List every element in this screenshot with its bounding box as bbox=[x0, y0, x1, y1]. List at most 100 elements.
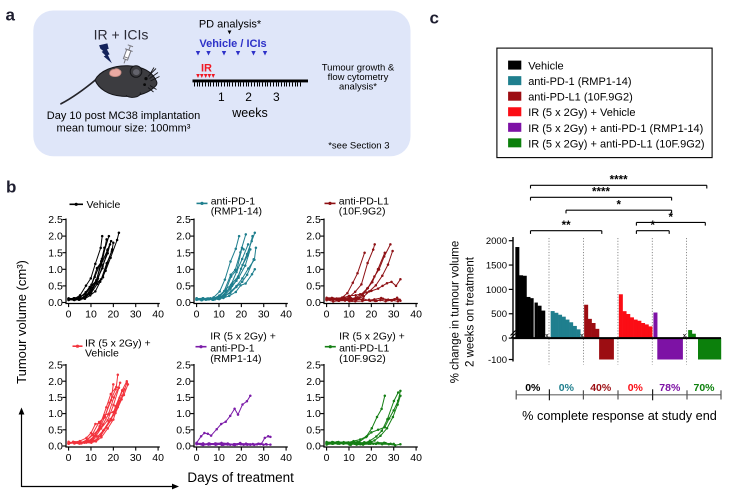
svg-text:1500: 1500 bbox=[486, 260, 507, 271]
svg-text:40: 40 bbox=[280, 452, 292, 464]
svg-text:0.0: 0.0 bbox=[176, 297, 191, 309]
svg-text:IR (5 x 2Gy) +: IR (5 x 2Gy) + bbox=[210, 331, 276, 343]
svg-text:10: 10 bbox=[343, 309, 355, 321]
svg-text:0.5: 0.5 bbox=[176, 281, 191, 293]
svg-text:40: 40 bbox=[280, 309, 292, 321]
svg-text:*: * bbox=[651, 220, 656, 232]
svg-text:2.0: 2.0 bbox=[48, 231, 63, 243]
svg-text:10: 10 bbox=[213, 309, 225, 321]
svg-text:2.0: 2.0 bbox=[176, 231, 191, 243]
svg-text:10: 10 bbox=[213, 452, 225, 464]
svg-text:-100: -100 bbox=[488, 355, 507, 366]
svg-text:0%: 0% bbox=[628, 382, 644, 394]
svg-text:0: 0 bbox=[194, 452, 200, 464]
svg-text:anti-PD-1 (RMP1-14): anti-PD-1 (RMP1-14) bbox=[528, 76, 631, 88]
svg-text:0%: 0% bbox=[559, 382, 575, 394]
svg-text:30: 30 bbox=[130, 309, 142, 321]
svg-text:20: 20 bbox=[107, 309, 119, 321]
svg-text:c: c bbox=[430, 9, 439, 28]
svg-text:Vehicle: Vehicle bbox=[87, 199, 121, 211]
svg-text:1.5: 1.5 bbox=[48, 247, 63, 259]
svg-text:2.5: 2.5 bbox=[176, 360, 191, 372]
svg-text:2.0: 2.0 bbox=[176, 376, 191, 388]
svg-text:40: 40 bbox=[410, 452, 422, 464]
svg-text:30: 30 bbox=[388, 309, 400, 321]
svg-text:x: x bbox=[580, 333, 584, 339]
svg-text:2.5: 2.5 bbox=[48, 360, 63, 372]
svg-text:% complete response at study e: % complete response at study end bbox=[522, 409, 717, 423]
svg-text:*: * bbox=[669, 212, 674, 224]
svg-text:anti-PD-1: anti-PD-1 bbox=[211, 195, 256, 207]
svg-text:anti-PD-L1: anti-PD-L1 bbox=[339, 342, 389, 354]
svg-text:3: 3 bbox=[273, 90, 280, 104]
svg-text:20: 20 bbox=[366, 452, 378, 464]
svg-text:0: 0 bbox=[324, 309, 330, 321]
svg-text:IR (5 x 2Gy) + Vehicle: IR (5 x 2Gy) + Vehicle bbox=[528, 107, 635, 119]
svg-text:2.5: 2.5 bbox=[48, 214, 63, 226]
svg-text:****: **** bbox=[610, 175, 628, 187]
svg-text:anti-PD-L1 (10F.9G2): anti-PD-L1 (10F.9G2) bbox=[528, 92, 633, 104]
svg-text:(10F.9G2): (10F.9G2) bbox=[339, 205, 386, 217]
svg-text:Vehicle: Vehicle bbox=[85, 348, 119, 360]
svg-text:2.0: 2.0 bbox=[48, 376, 63, 388]
svg-text:IR: IR bbox=[201, 63, 212, 75]
svg-text:weeks: weeks bbox=[231, 106, 267, 120]
svg-text:1.0: 1.0 bbox=[48, 408, 63, 420]
svg-text:Tumour volume (cm³): Tumour volume (cm³) bbox=[14, 260, 29, 384]
svg-text:2: 2 bbox=[245, 90, 252, 104]
svg-text:*see Section 3: *see Section 3 bbox=[328, 140, 389, 151]
svg-text:10: 10 bbox=[343, 452, 355, 464]
svg-text:(RMP1-14): (RMP1-14) bbox=[210, 353, 261, 365]
svg-text:40%: 40% bbox=[590, 382, 612, 394]
svg-text:0.5: 0.5 bbox=[306, 281, 321, 293]
svg-text:anti-PD-L1: anti-PD-L1 bbox=[339, 195, 389, 207]
svg-text:40: 40 bbox=[152, 452, 164, 464]
svg-text:78%: 78% bbox=[659, 382, 681, 394]
svg-text:20: 20 bbox=[107, 452, 119, 464]
svg-text:Tumour growth &: Tumour growth & bbox=[322, 63, 395, 74]
svg-text:% change in tumour volume: % change in tumour volume bbox=[450, 241, 462, 384]
svg-text:20: 20 bbox=[366, 309, 378, 321]
svg-text:0: 0 bbox=[502, 334, 507, 345]
svg-text:*: * bbox=[617, 200, 622, 212]
svg-text:0: 0 bbox=[66, 452, 72, 464]
svg-text:2.5: 2.5 bbox=[176, 214, 191, 226]
svg-text:0.5: 0.5 bbox=[306, 424, 321, 436]
svg-text:x: x bbox=[683, 333, 687, 339]
svg-text:IR (5 x 2Gy) +: IR (5 x 2Gy) + bbox=[85, 338, 151, 350]
svg-text:20: 20 bbox=[235, 452, 247, 464]
svg-text:1.0: 1.0 bbox=[176, 408, 191, 420]
svg-text:30: 30 bbox=[258, 309, 270, 321]
svg-text:0%: 0% bbox=[525, 382, 541, 394]
svg-text:Day 10 post MC38 implantation: Day 10 post MC38 implantation bbox=[47, 110, 200, 122]
svg-text:10: 10 bbox=[85, 452, 97, 464]
svg-text:x: x bbox=[545, 333, 549, 339]
svg-text:mean tumour size: 100mm³: mean tumour size: 100mm³ bbox=[57, 123, 191, 135]
svg-text:2.0: 2.0 bbox=[306, 376, 321, 388]
svg-text:1.5: 1.5 bbox=[176, 247, 191, 259]
svg-text:0.0: 0.0 bbox=[48, 441, 63, 453]
svg-text:2 weeks on treatment: 2 weeks on treatment bbox=[465, 256, 477, 367]
svg-text:Vehicle: Vehicle bbox=[528, 61, 563, 73]
svg-text:500: 500 bbox=[491, 309, 507, 320]
svg-text:30: 30 bbox=[130, 452, 142, 464]
svg-text:70%: 70% bbox=[693, 382, 715, 394]
svg-text:b: b bbox=[6, 178, 16, 197]
svg-text:1.5: 1.5 bbox=[306, 392, 321, 404]
svg-text:2.5: 2.5 bbox=[306, 214, 321, 226]
svg-text:flow cytometry: flow cytometry bbox=[328, 72, 389, 83]
svg-text:0.0: 0.0 bbox=[176, 441, 191, 453]
svg-text:a: a bbox=[6, 5, 16, 24]
svg-text:1000: 1000 bbox=[486, 285, 507, 296]
svg-text:IR (5 x 2Gy) + anti-PD-1 (RMP1: IR (5 x 2Gy) + anti-PD-1 (RMP1-14) bbox=[528, 123, 703, 135]
svg-text:0.5: 0.5 bbox=[48, 424, 63, 436]
svg-text:IR (5 x 2Gy) +: IR (5 x 2Gy) + bbox=[339, 331, 405, 343]
svg-text:2.0: 2.0 bbox=[306, 231, 321, 243]
svg-text:0: 0 bbox=[66, 309, 72, 321]
svg-text:1.0: 1.0 bbox=[306, 264, 321, 276]
svg-text:20: 20 bbox=[235, 309, 247, 321]
svg-text:0: 0 bbox=[194, 309, 200, 321]
svg-text:Days of treatment: Days of treatment bbox=[187, 470, 294, 485]
svg-text:IR + ICIs: IR + ICIs bbox=[94, 27, 149, 43]
svg-text:(10F.9G2): (10F.9G2) bbox=[339, 353, 386, 365]
